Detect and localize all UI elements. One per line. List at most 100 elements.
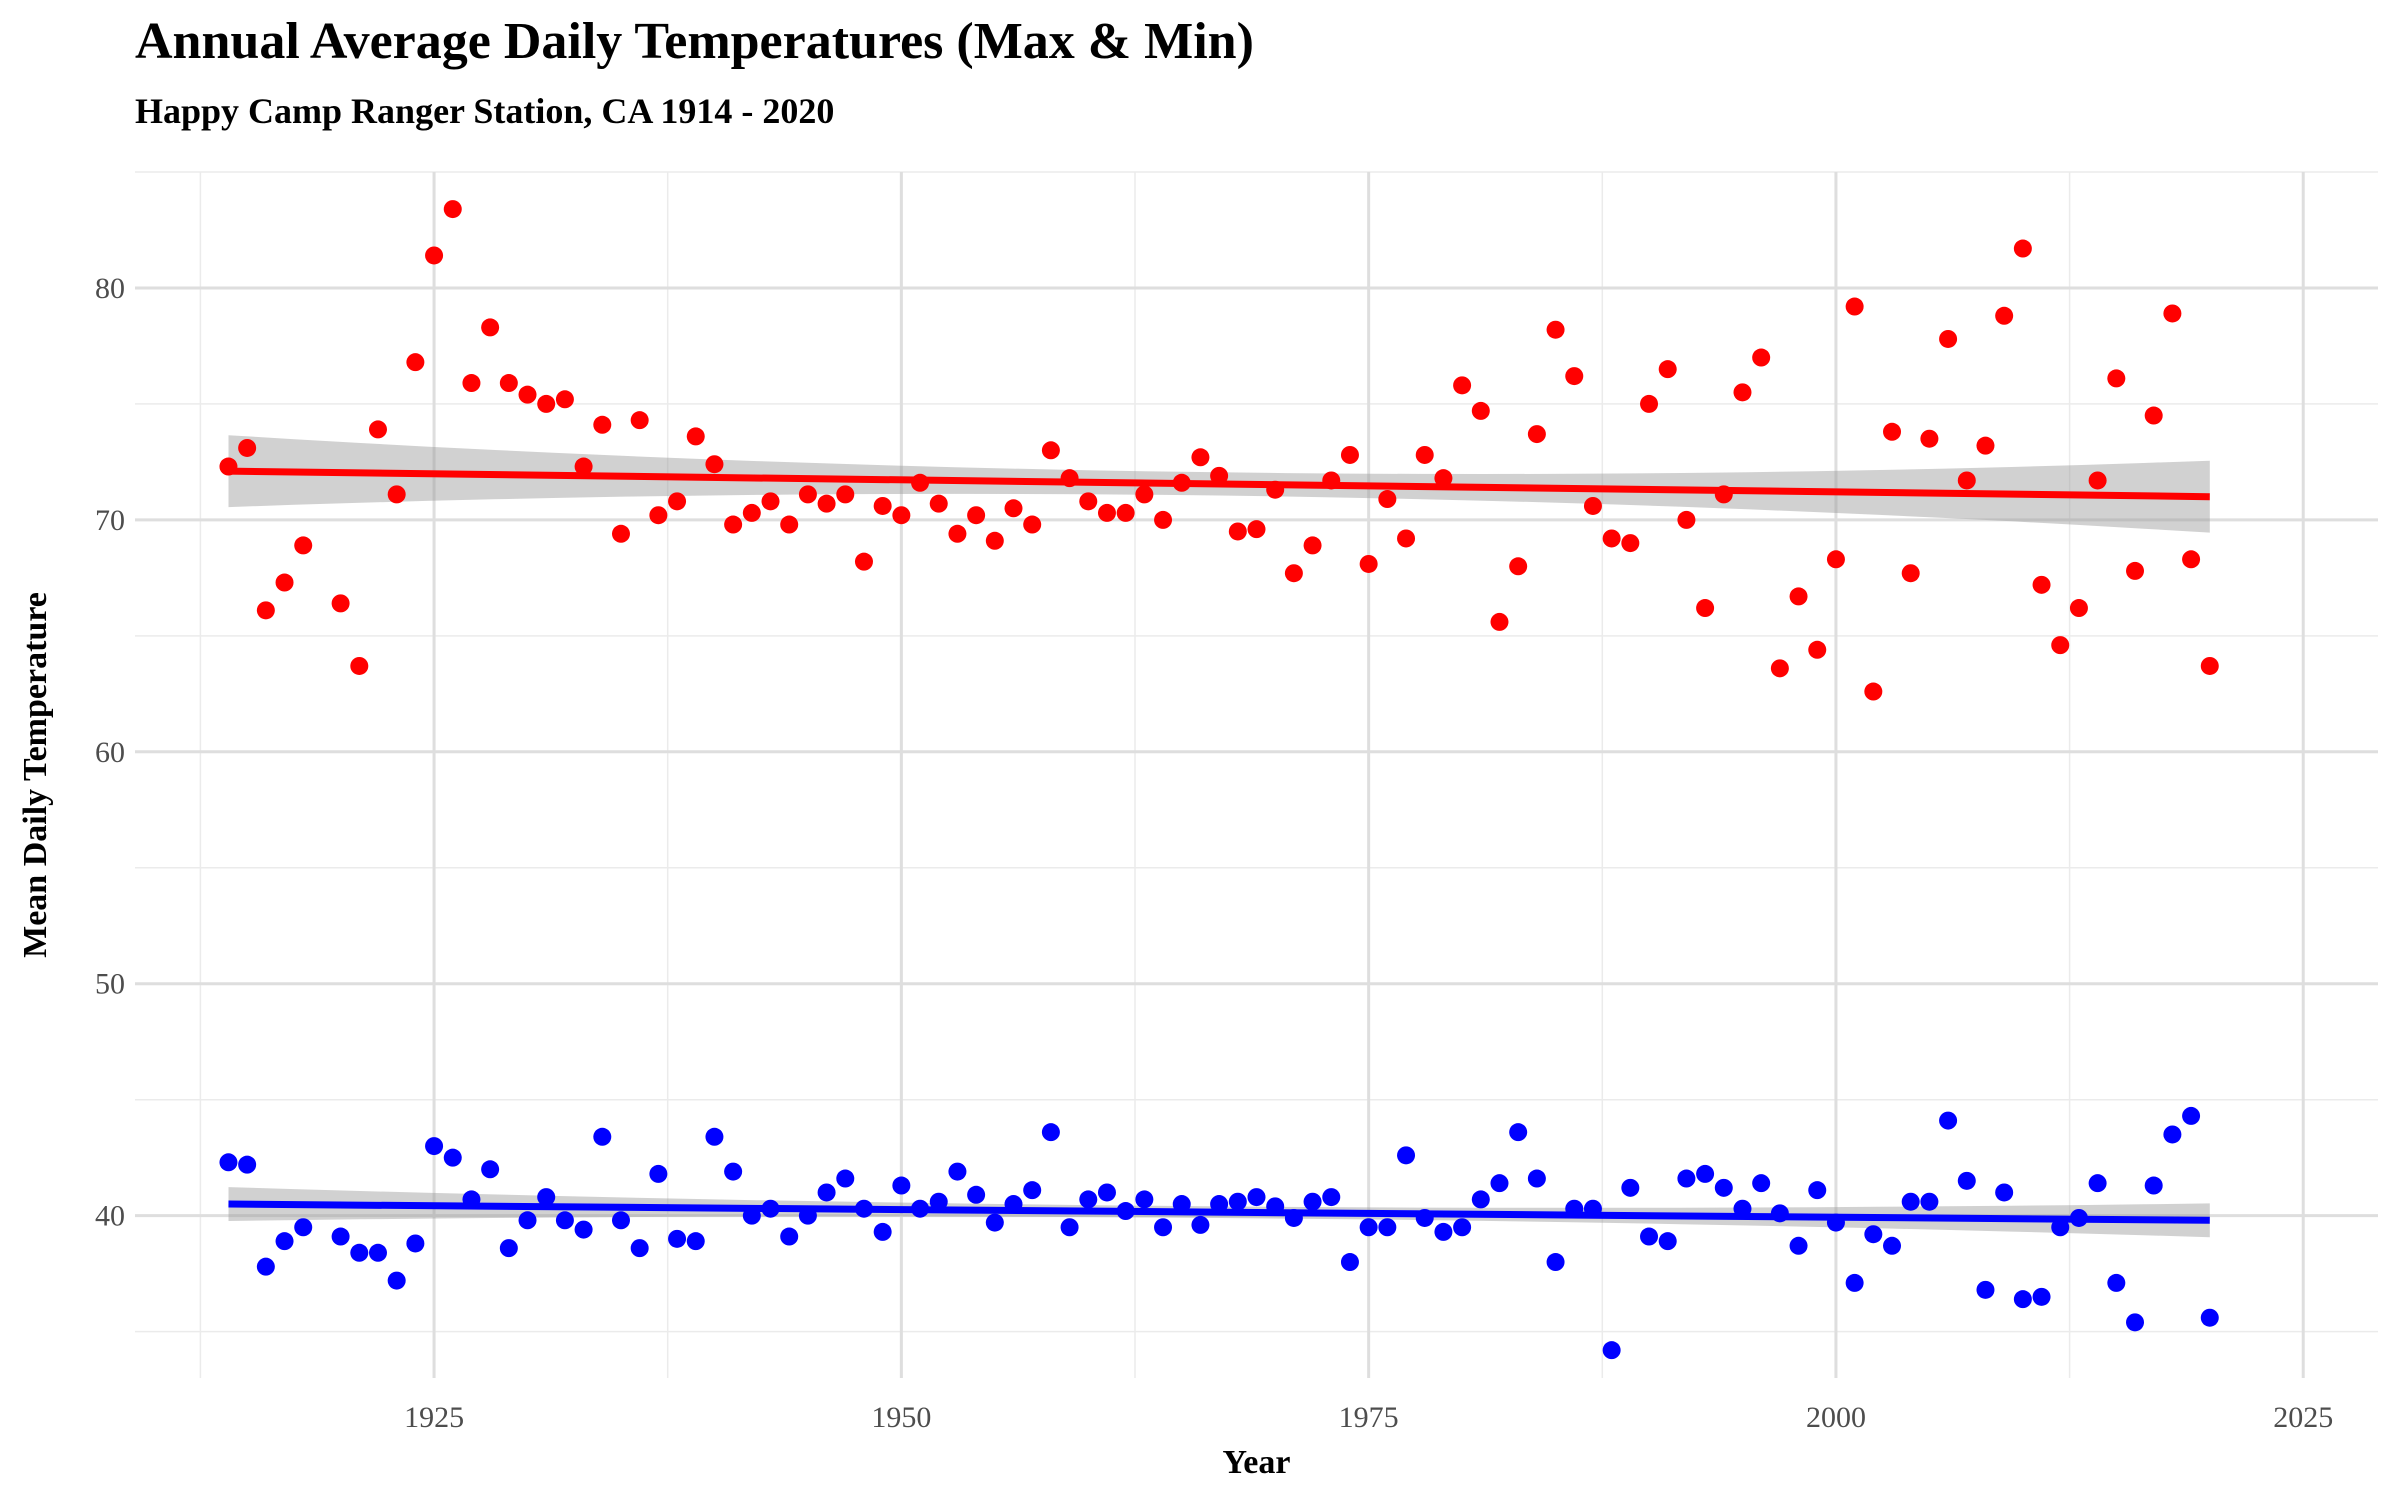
data-point-max [836,485,855,504]
data-point-max [1397,529,1416,548]
data-point-min [1640,1227,1659,1246]
data-point-min [1378,1218,1397,1237]
data-point-max [275,573,294,592]
data-point-max [1415,445,1434,464]
data-point-min [1397,1146,1416,1165]
data-point-min [1714,1178,1733,1197]
data-point-max [1154,510,1173,529]
data-point-max [350,656,369,675]
data-point-max [1696,599,1715,618]
data-point-max [2088,471,2107,490]
data-point-max [1957,471,1976,490]
data-point-max [1041,441,1060,460]
data-point-max [368,420,387,439]
data-point-min [1546,1253,1565,1272]
y-tick-label: 60 [95,736,125,769]
data-point-min [1527,1169,1546,1188]
data-point-max [1509,557,1528,576]
data-point-max [2107,369,2126,388]
data-point-min [1322,1188,1341,1207]
data-point-min [817,1183,836,1202]
data-point-min [649,1164,668,1183]
x-tick-label: 2025 [2273,1401,2333,1434]
data-point-min [1490,1174,1509,1193]
data-point-max [2051,636,2070,655]
data-point-max [1752,348,1771,367]
data-point-min [1883,1236,1902,1255]
data-point-min [948,1162,967,1181]
data-point-max [443,200,462,219]
data-point-max [537,394,556,413]
data-point-min [1079,1190,1098,1209]
data-point-min [2200,1308,2219,1327]
data-point-max [1453,376,1472,395]
data-point-max [1640,394,1659,413]
data-point-min [1247,1188,1266,1207]
data-point-min [1752,1174,1771,1193]
data-point-max [1023,515,1042,534]
x-axis-title: Year [1223,1444,1291,1481]
data-point-min [2163,1125,2182,1144]
data-point-max [1920,429,1939,448]
data-point-min [1154,1218,1173,1237]
y-axis-title: Mean Daily Temperature [17,592,54,958]
data-point-min [985,1213,1004,1232]
data-point-min [1041,1123,1060,1142]
data-point-min [537,1188,556,1207]
y-tick-label: 80 [95,272,125,305]
data-point-max [1527,425,1546,444]
data-point-min [1228,1192,1247,1211]
data-point-max [1976,436,1995,455]
data-point-min [1995,1183,2014,1202]
data-point-max [1135,485,1154,504]
data-point-max [425,246,444,265]
data-point-min [2182,1106,2201,1125]
y-tick-label: 70 [95,504,125,537]
data-point-max [2182,550,2201,569]
data-point-max [1303,536,1322,555]
data-point-min [574,1220,593,1239]
data-point-min [2013,1290,2032,1309]
data-point-max [611,524,630,543]
data-point-min [1808,1181,1827,1200]
data-point-min [1677,1169,1696,1188]
data-point-max [406,353,425,372]
data-point-max [761,492,780,511]
data-point-min [1901,1192,1920,1211]
data-point-min [1621,1178,1640,1197]
x-tick-label: 1975 [1339,1401,1399,1434]
data-point-min [2088,1174,2107,1193]
data-point-max [2163,304,2182,323]
data-point-min [1471,1190,1490,1209]
data-point-min [368,1243,387,1262]
data-point-max [742,503,761,522]
data-point-min [1864,1225,1883,1244]
chart-subtitle: Happy Camp Ranger Station, CA 1914 - 202… [135,91,835,131]
data-point-max [929,494,948,513]
data-point-min [1097,1183,1116,1202]
data-point-max [1191,448,1210,467]
data-point-min [1845,1273,1864,1292]
data-point-min [406,1234,425,1253]
data-point-max [2144,406,2163,425]
data-point-min [1359,1218,1378,1237]
data-point-max [387,485,406,504]
data-point-max [1995,306,2014,325]
data-point-max [331,594,350,613]
data-point-max [1434,469,1453,488]
data-point-max [1789,587,1808,606]
y-tick-label: 40 [95,1200,125,1233]
data-point-max [873,496,892,515]
data-point-max [499,374,518,393]
data-point-min [256,1257,275,1276]
data-point-max [967,506,986,525]
data-point-max [1546,320,1565,339]
data-point-min [630,1239,649,1258]
data-point-min [1210,1195,1229,1214]
chart-title: Annual Average Daily Temperatures (Max &… [135,13,1254,70]
data-point-max [668,492,687,511]
data-point-min [2126,1313,2145,1332]
data-point-max [1826,550,1845,569]
data-point-min [1957,1171,1976,1190]
